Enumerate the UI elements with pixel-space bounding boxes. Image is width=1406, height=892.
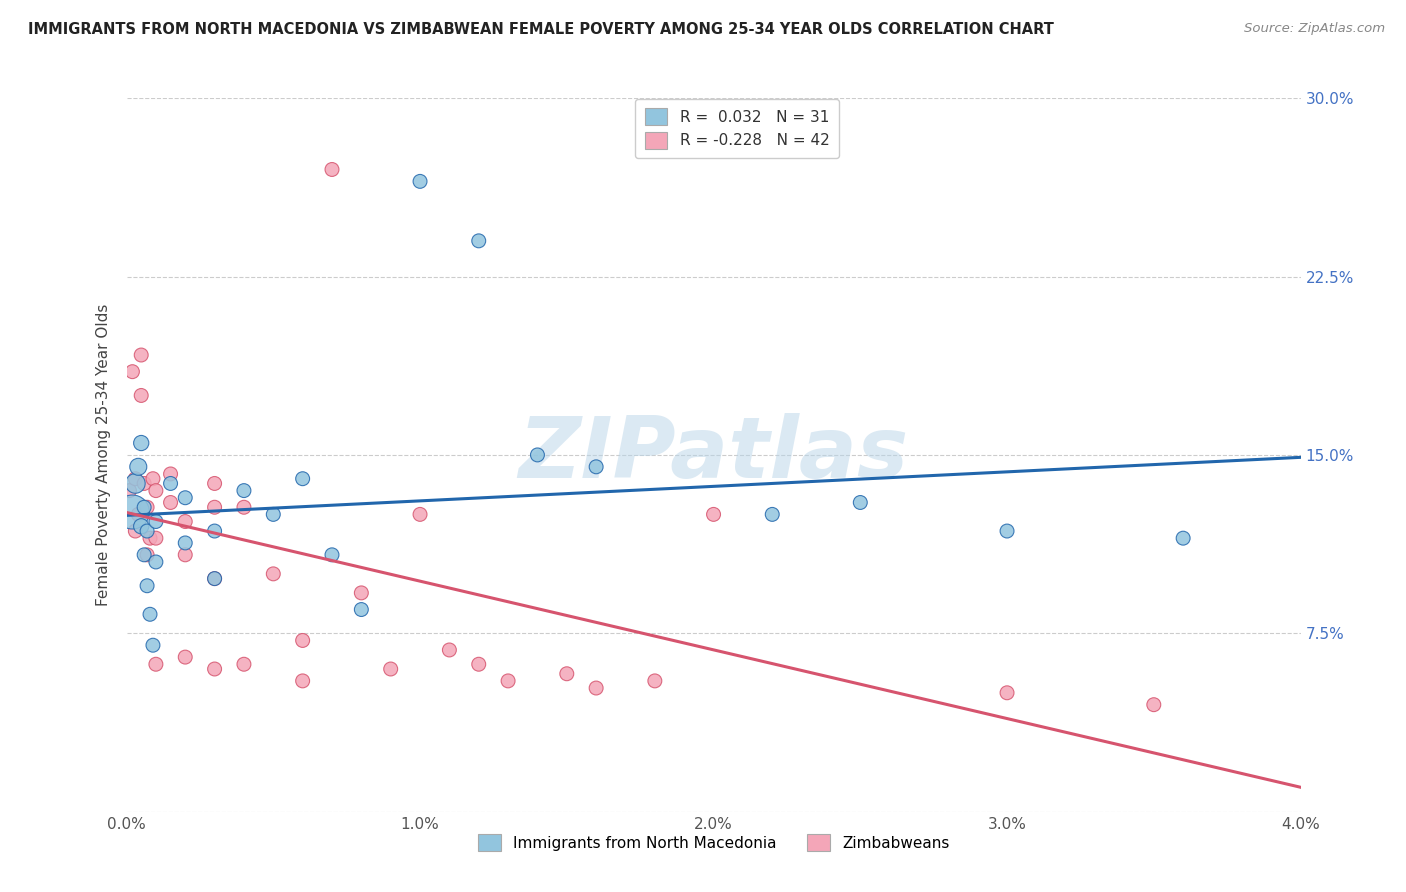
Point [232,657,256,672]
Point [644,673,666,688]
Point [321,162,343,177]
Point [350,602,373,616]
Point [136,548,159,562]
Point [468,234,491,248]
Point [136,579,159,593]
Text: IMMIGRANTS FROM NORTH MACEDONIA VS ZIMBABWEAN FEMALE POVERTY AMONG 25-34 YEAR OL: IMMIGRANTS FROM NORTH MACEDONIA VS ZIMBA… [28,22,1054,37]
Point [159,467,181,481]
Point [127,459,149,474]
Point [496,673,519,688]
Point [204,476,226,491]
Point [1143,698,1166,712]
Point [142,638,165,652]
Point [134,500,156,515]
Point [139,607,162,622]
Y-axis label: Female Poverty Among 25-34 Year Olds: Female Poverty Among 25-34 Year Olds [96,304,111,606]
Point [129,348,152,362]
Point [136,524,159,538]
Point [174,548,197,562]
Point [585,681,607,695]
Point [159,476,181,491]
Point [262,566,284,581]
Point [174,515,197,529]
Point [124,472,146,486]
Point [995,686,1018,700]
Point [585,459,607,474]
Point [291,472,314,486]
Text: Source: ZipAtlas.com: Source: ZipAtlas.com [1244,22,1385,36]
Point [204,662,226,676]
Point [204,572,226,586]
Point [702,508,725,522]
Point [204,524,226,538]
Point [127,508,149,522]
Point [121,505,143,519]
Point [124,476,146,491]
Point [174,491,197,505]
Point [142,472,165,486]
Point [134,548,156,562]
Point [136,500,159,515]
Point [204,572,226,586]
Point [761,508,783,522]
Point [409,174,432,188]
Text: ZIPatlas: ZIPatlas [519,413,908,497]
Point [439,643,461,657]
Point [350,586,373,600]
Point [380,662,402,676]
Point [321,548,343,562]
Point [174,650,197,665]
Point [468,657,491,672]
Point [174,536,197,550]
Point [118,483,141,498]
Point [134,476,156,491]
Point [129,519,152,533]
Point [1171,531,1194,545]
Legend: Immigrants from North Macedonia, Zimbabweans: Immigrants from North Macedonia, Zimbabw… [471,828,956,857]
Point [129,436,152,450]
Point [849,495,872,509]
Point [995,524,1018,538]
Point [204,500,226,515]
Point [145,531,167,545]
Point [526,448,548,462]
Point [145,657,167,672]
Point [124,524,146,538]
Point [555,666,578,681]
Point [291,673,314,688]
Point [262,508,284,522]
Point [121,365,143,379]
Point [159,495,181,509]
Point [139,531,162,545]
Point [409,508,432,522]
Point [129,388,152,402]
Point [232,500,256,515]
Point [232,483,256,498]
Point [291,633,314,648]
Point [145,555,167,569]
Point [145,515,167,529]
Point [145,483,167,498]
